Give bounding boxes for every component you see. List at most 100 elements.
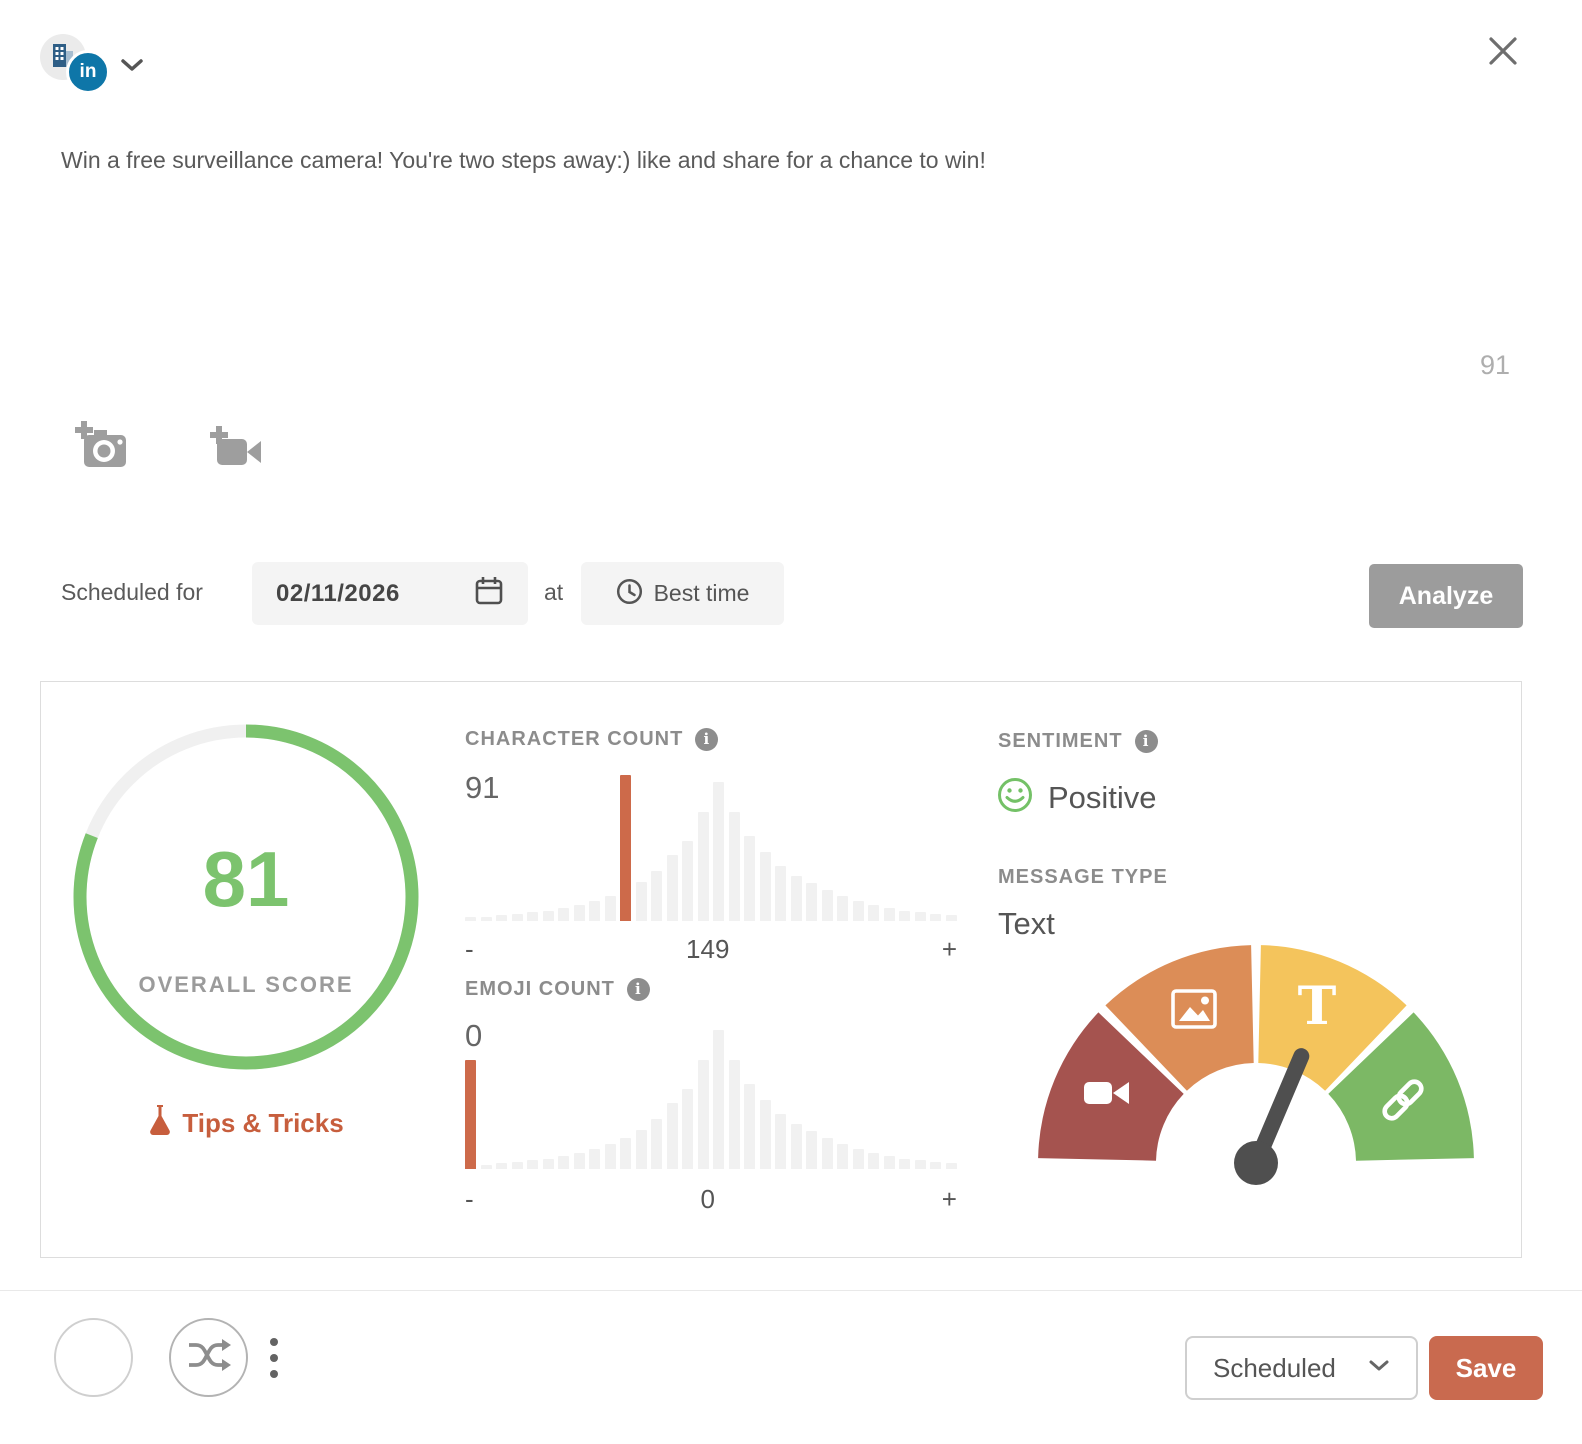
histogram-bar xyxy=(759,852,771,921)
close-button[interactable] xyxy=(1482,32,1524,74)
character-count-axis: - 149 + xyxy=(465,934,957,965)
kebab-dot xyxy=(270,1354,278,1362)
histogram-bar xyxy=(852,900,864,921)
message-type-value: Text xyxy=(998,906,1055,941)
histogram-bar xyxy=(604,1144,616,1169)
chevron-down-icon xyxy=(1368,1359,1390,1377)
date-input[interactable]: 02/11/2026 xyxy=(252,562,528,625)
emoji-count-axis: - 0 + xyxy=(465,1184,957,1215)
axis-min-label: - xyxy=(465,1184,474,1214)
histogram-bar xyxy=(620,1138,632,1169)
histogram-bar xyxy=(465,916,476,921)
highlight-bar xyxy=(620,775,632,921)
add-video-button[interactable] xyxy=(208,424,262,473)
histogram-bar xyxy=(945,1163,957,1169)
histogram-bar xyxy=(496,915,508,921)
histogram-bar xyxy=(821,1138,833,1169)
histogram-bar xyxy=(558,1155,570,1169)
axis-max-label: + xyxy=(941,934,957,964)
histogram-bar xyxy=(883,1155,895,1169)
status-value: Scheduled xyxy=(1213,1352,1336,1383)
more-options-button[interactable] xyxy=(266,1334,282,1382)
footer-divider xyxy=(0,1290,1582,1291)
histogram-bar xyxy=(496,1163,508,1169)
histogram-bar xyxy=(837,1144,849,1169)
histogram-bar xyxy=(914,1160,926,1169)
shuffle-button[interactable] xyxy=(169,1318,248,1397)
at-label: at xyxy=(544,579,564,605)
histogram-bar xyxy=(868,1152,880,1169)
histogram-bar xyxy=(759,1100,771,1169)
overall-score-ring: 81 OVERALL SCORE xyxy=(71,722,421,1072)
attachment-placeholder-button[interactable] xyxy=(54,1318,133,1397)
histogram-bar xyxy=(589,900,601,921)
histogram-bar xyxy=(697,1059,709,1169)
info-icon[interactable] xyxy=(1134,730,1158,753)
histogram-bar xyxy=(511,1161,523,1169)
message-type-gauge: T xyxy=(1036,945,1476,1189)
histogram-bar xyxy=(511,913,523,921)
add-photo-button[interactable] xyxy=(72,418,128,475)
character-count-title: CHARACTER COUNT xyxy=(465,728,684,750)
histogram-bar xyxy=(527,1160,539,1169)
close-icon xyxy=(1485,33,1521,74)
add-photo-icon xyxy=(72,421,128,474)
add-video-icon xyxy=(208,426,262,472)
account-selector[interactable]: in xyxy=(38,30,158,96)
histogram-bar xyxy=(480,1164,492,1169)
histogram-bar xyxy=(635,1129,647,1169)
histogram-bar xyxy=(480,916,492,921)
histogram-bar xyxy=(775,1113,787,1169)
chevron-down-icon xyxy=(120,58,144,77)
best-time-button[interactable]: Best time xyxy=(581,562,784,625)
best-time-label: Best time xyxy=(653,580,750,606)
post-text-input[interactable]: Win a free surveillance camera! You're t… xyxy=(61,147,986,173)
histogram-bar xyxy=(914,912,926,921)
histogram-bar xyxy=(930,913,942,921)
scheduled-for-label: Scheduled for xyxy=(61,579,203,605)
status-dropdown[interactable]: Scheduled xyxy=(1185,1336,1418,1400)
axis-min-label: - xyxy=(465,934,474,964)
histogram-bar xyxy=(883,907,895,921)
calendar-icon xyxy=(474,575,504,612)
histogram-bar xyxy=(666,1103,678,1169)
emoji-count-value: 0 xyxy=(465,1018,483,1053)
linkedin-badge-icon: in xyxy=(66,50,110,94)
histogram-bar xyxy=(573,904,585,921)
highlight-bar xyxy=(465,1059,476,1169)
emoji-count-histogram xyxy=(465,1023,957,1169)
axis-center-label: 0 xyxy=(700,1184,715,1214)
histogram-bar xyxy=(542,1158,554,1169)
tips-and-tricks-link[interactable]: Tips & Tricks xyxy=(71,1104,421,1142)
tips-and-tricks-label: Tips & Tricks xyxy=(182,1107,344,1138)
save-button[interactable]: Save xyxy=(1429,1336,1543,1400)
kebab-dot xyxy=(270,1338,278,1346)
histogram-bar xyxy=(527,912,539,921)
info-icon[interactable] xyxy=(695,728,719,751)
info-icon[interactable] xyxy=(626,978,650,1001)
character-count-histogram xyxy=(465,775,957,921)
histogram-bar xyxy=(837,896,849,921)
clock-icon xyxy=(616,578,643,610)
histogram-bar xyxy=(899,1158,911,1169)
analysis-panel: 81 OVERALL SCORE Tips & Tricks CHARACTER… xyxy=(40,681,1522,1258)
histogram-bar xyxy=(744,1084,756,1169)
sentiment-value: Positive xyxy=(1048,779,1157,815)
kebab-dot xyxy=(270,1370,278,1378)
sentiment-title: SENTIMENT xyxy=(998,730,1123,752)
histogram-bar xyxy=(558,907,570,921)
histogram-bar xyxy=(728,1059,740,1169)
histogram-bar xyxy=(806,883,818,921)
histogram-bar xyxy=(790,1123,802,1169)
histogram-bar xyxy=(589,1148,601,1169)
gauge-needle-pivot xyxy=(1234,1141,1278,1185)
histogram-bar xyxy=(945,915,957,921)
histogram-bar xyxy=(790,875,802,921)
analyze-button[interactable]: Analyze xyxy=(1369,564,1523,628)
histogram-bar xyxy=(852,1148,864,1169)
flask-icon xyxy=(148,1104,172,1142)
histogram-bar xyxy=(573,1152,585,1169)
shuffle-icon xyxy=(186,1336,232,1379)
smiley-icon xyxy=(996,776,1034,819)
axis-max-label: + xyxy=(941,1184,957,1214)
